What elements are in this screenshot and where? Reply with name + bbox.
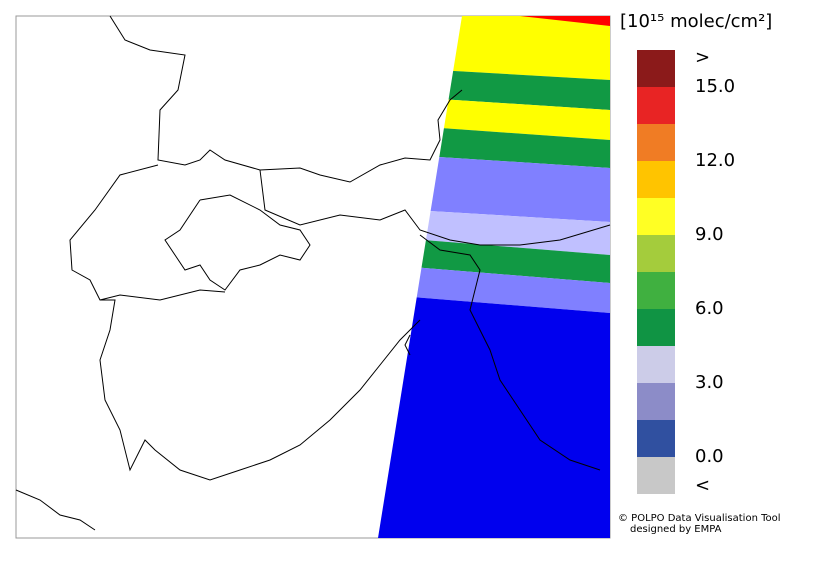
legend-swatch: [637, 235, 675, 272]
legend-swatch: [637, 124, 675, 161]
legend-label: 0.0: [695, 446, 724, 467]
credit-line: © POLPO Data Visualisation Tool: [618, 513, 781, 524]
legend-swatch: [637, 87, 675, 124]
legend-label: 15.0: [695, 76, 735, 97]
legend-title: [10¹⁵ molec/cm²]: [620, 11, 772, 32]
legend-label: <: [695, 475, 710, 496]
legend-label: >: [695, 47, 710, 68]
legend-swatch: [637, 272, 675, 309]
color-legend: >15.0 12.0 9.0 6.0 3.0 0.0 <: [637, 47, 735, 496]
legend-label: 9.0: [695, 224, 724, 245]
legend-swatch: [637, 50, 675, 87]
legend-label: 6.0: [695, 298, 724, 319]
borders: [15, 15, 611, 531]
legend-swatch: [637, 383, 675, 420]
legend-swatch: [637, 161, 675, 198]
legend-swatch: [637, 309, 675, 346]
legend-swatch: [637, 420, 675, 457]
credit-line: designed by EMPA: [630, 524, 722, 535]
legend-swatch: [637, 198, 675, 235]
legend-label: 12.0: [695, 150, 735, 171]
legend-swatch: [637, 346, 675, 383]
legend-swatch: [637, 457, 675, 494]
legend-label: 3.0: [695, 372, 724, 393]
